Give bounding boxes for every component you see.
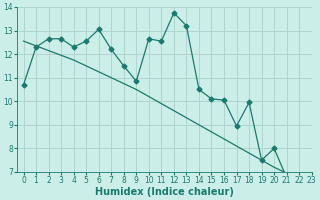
- X-axis label: Humidex (Indice chaleur): Humidex (Indice chaleur): [95, 187, 234, 197]
